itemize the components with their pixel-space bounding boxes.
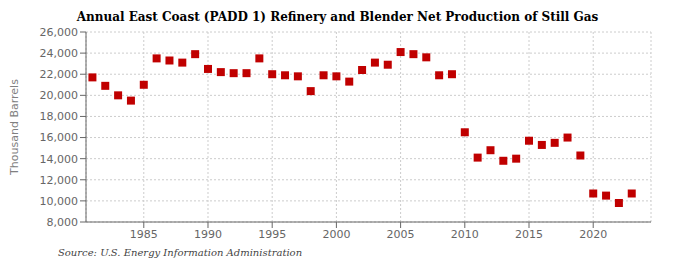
html-text:Annual East Coast (PADD 1) Ref: Annual East Coast (PADD 1) Refinery and … bbox=[76, 10, 599, 24]
svg-text:24,000: 24,000 bbox=[40, 47, 79, 60]
svg-text:10,000: 10,000 bbox=[40, 195, 79, 208]
svg-text:2010: 2010 bbox=[451, 228, 479, 241]
svg-text:22,000: 22,000 bbox=[40, 68, 79, 81]
svg-text:1990: 1990 bbox=[194, 228, 222, 241]
svg-text:8,000: 8,000 bbox=[47, 216, 79, 229]
svg-text:18,000: 18,000 bbox=[40, 110, 79, 123]
svg-text:2015: 2015 bbox=[515, 228, 543, 241]
svg-text:2005: 2005 bbox=[387, 228, 415, 241]
svg-text:2000: 2000 bbox=[322, 228, 350, 241]
svg-text:1985: 1985 bbox=[130, 228, 158, 241]
svg-text:26,000: 26,000 bbox=[40, 26, 79, 39]
svg-text:2020: 2020 bbox=[579, 228, 607, 241]
svg-text:1995: 1995 bbox=[258, 228, 286, 241]
svg-text:16,000: 16,000 bbox=[40, 131, 79, 144]
svg-text:Thousand Barrels: Thousand Barrels bbox=[8, 79, 21, 176]
svg-text:14,000: 14,000 bbox=[40, 153, 79, 166]
svg-text:12,000: 12,000 bbox=[40, 174, 79, 187]
svg-text:20,000: 20,000 bbox=[40, 89, 79, 102]
html-text:Source: U.S. Energy Informatio: Source: U.S. Energy Information Administ… bbox=[58, 247, 303, 258]
